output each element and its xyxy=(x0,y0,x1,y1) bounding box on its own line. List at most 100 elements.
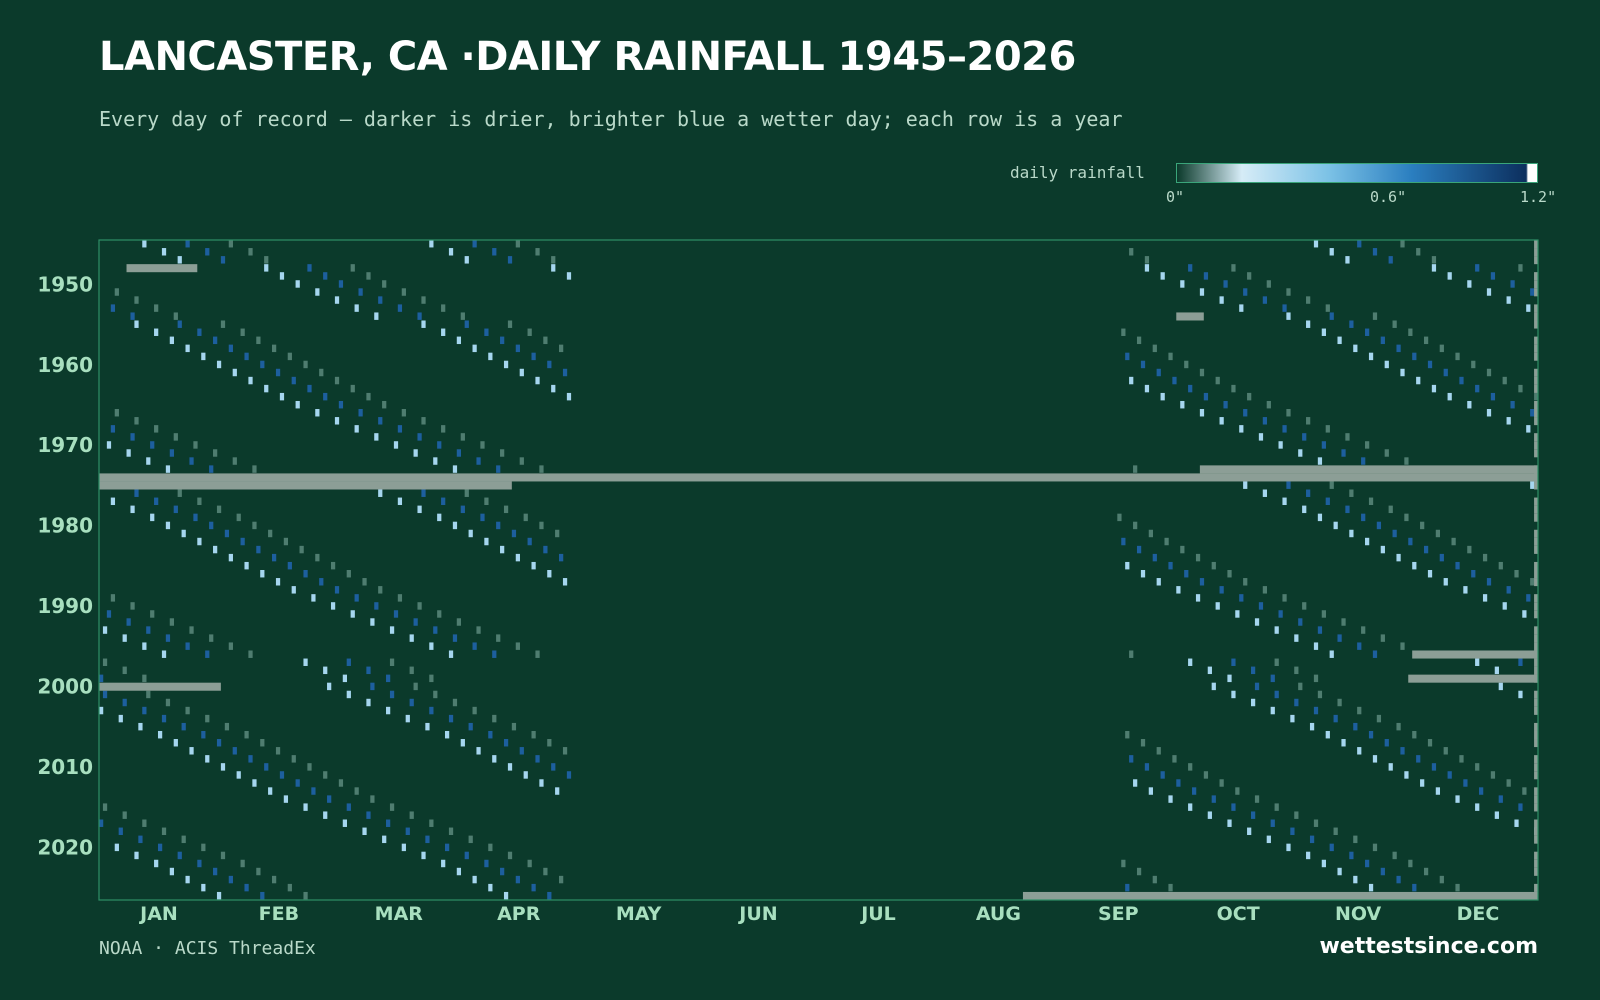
rain-day-cell xyxy=(1420,521,1425,530)
rain-day-cell xyxy=(1294,698,1299,707)
rain-day-cell xyxy=(519,747,524,755)
rain-day-cell xyxy=(1482,553,1488,562)
rain-day-cell xyxy=(441,859,446,868)
rain-day-cell xyxy=(1133,521,1138,530)
rain-day-cell xyxy=(232,368,237,377)
rain-day-cell xyxy=(1250,666,1256,675)
rain-day-cell xyxy=(330,602,336,610)
rain-day-cell xyxy=(1479,787,1484,795)
leap-day-gap xyxy=(1534,497,1538,506)
rain-day-cell xyxy=(1247,272,1252,280)
rain-day-cell xyxy=(138,722,143,731)
leap-day-gap xyxy=(1534,634,1538,643)
rain-day-cell xyxy=(1372,248,1378,256)
rain-day-cell xyxy=(110,304,116,312)
rain-day-cell xyxy=(1199,288,1205,296)
rain-day-cell xyxy=(1447,771,1452,779)
rain-day-cell xyxy=(535,376,540,385)
rain-day-cell xyxy=(1471,360,1476,369)
rain-day-cell xyxy=(350,264,355,272)
rain-day-cell xyxy=(547,739,552,747)
rain-day-cell xyxy=(1455,883,1460,892)
rain-day-cell xyxy=(99,819,104,827)
rain-day-cell xyxy=(1156,747,1161,755)
rain-day-cell xyxy=(1321,441,1326,449)
rain-day-cell xyxy=(1372,843,1378,852)
rain-day-cell xyxy=(1270,674,1275,683)
rain-day-cell xyxy=(205,650,210,658)
rain-day-cell xyxy=(154,425,159,433)
rain-day-cell xyxy=(1144,264,1150,272)
rain-day-cell xyxy=(134,851,139,860)
rain-day-cell xyxy=(173,312,178,320)
rain-day-cell xyxy=(1317,690,1323,699)
rain-day-cell xyxy=(228,875,233,884)
rain-day-cell xyxy=(338,400,344,409)
rain-day-cell xyxy=(271,553,277,562)
rain-day-cell xyxy=(1243,409,1248,417)
rain-day-cell xyxy=(1231,658,1236,666)
rain-day-cell xyxy=(346,803,351,811)
rain-day-cell xyxy=(1341,618,1346,626)
rain-day-cell xyxy=(248,650,253,658)
leap-day-gap xyxy=(1534,449,1538,458)
rain-day-cell xyxy=(287,561,292,570)
rain-day-cell xyxy=(346,570,351,578)
rain-day-cell xyxy=(1337,336,1342,345)
rain-day-cell xyxy=(279,771,285,779)
rain-day-cell xyxy=(248,248,253,256)
rain-day-cell xyxy=(1518,264,1523,272)
rain-day-cell xyxy=(193,513,198,522)
rain-day-cell xyxy=(252,779,257,787)
rain-day-cell xyxy=(216,505,222,514)
leap-day-gap xyxy=(1534,730,1538,740)
rain-day-cell xyxy=(130,312,135,320)
chart-subtitle: Every day of record — darker is drier, b… xyxy=(99,107,1123,131)
rain-day-cell xyxy=(1199,368,1205,377)
rain-day-cell xyxy=(1235,610,1240,618)
rain-day-cell xyxy=(1313,706,1319,715)
leap-day-gap xyxy=(1534,473,1538,482)
rain-day-cell xyxy=(1313,819,1319,827)
rain-day-cell xyxy=(1270,706,1275,715)
rain-day-cell xyxy=(1176,586,1181,594)
rain-day-cell xyxy=(1250,811,1256,819)
rain-day-cell xyxy=(468,529,473,538)
rain-day-cell xyxy=(1227,674,1232,683)
rain-day-cell xyxy=(1125,352,1130,361)
rain-day-cell xyxy=(393,610,399,618)
rain-day-cell xyxy=(334,376,340,385)
legend-label: daily rainfall xyxy=(1010,163,1145,182)
rain-day-cell xyxy=(161,714,167,723)
rain-day-cell xyxy=(220,320,226,328)
rain-day-cell xyxy=(389,803,395,811)
rain-day-cell xyxy=(547,360,552,369)
rain-day-cell xyxy=(1227,570,1232,578)
rain-day-cell xyxy=(283,537,289,546)
rain-day-cell xyxy=(1361,457,1366,465)
rain-day-cell xyxy=(1325,730,1330,739)
rain-day-cell xyxy=(1518,384,1523,393)
rain-day-cell xyxy=(1384,449,1389,457)
rain-day-cell xyxy=(374,312,379,320)
rain-day-cell xyxy=(527,328,532,336)
rain-day-cell xyxy=(378,417,383,425)
rain-day-cell xyxy=(1270,819,1275,827)
rain-day-cell xyxy=(1349,489,1354,497)
rain-day-cell xyxy=(1467,280,1472,288)
rain-day-cell xyxy=(1427,360,1433,369)
rain-day-cell xyxy=(1353,344,1358,353)
rain-day-cell xyxy=(260,891,265,900)
rain-day-cell xyxy=(213,336,218,345)
rain-day-cell xyxy=(362,827,367,836)
rain-day-cell xyxy=(366,392,371,401)
rain-day-cell xyxy=(205,248,210,256)
rain-day-cell xyxy=(142,642,147,650)
rain-day-cell xyxy=(1423,867,1429,876)
rain-day-cell xyxy=(99,706,104,715)
rain-day-cell xyxy=(425,722,430,731)
rain-day-cell xyxy=(1121,537,1126,546)
rain-day-cell xyxy=(515,553,520,562)
rain-day-cell xyxy=(515,240,520,248)
rain-day-cell xyxy=(134,417,139,425)
